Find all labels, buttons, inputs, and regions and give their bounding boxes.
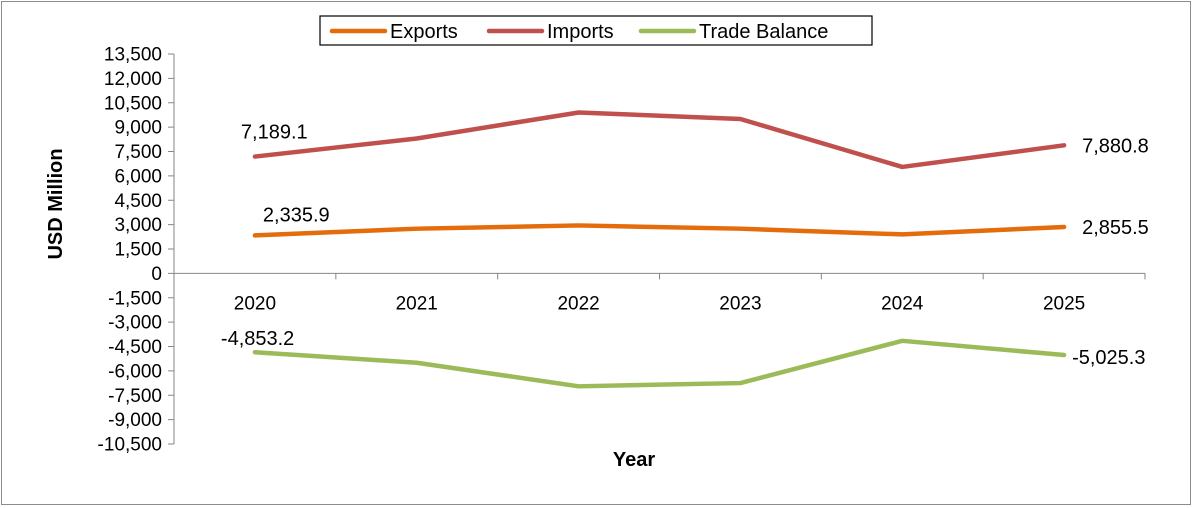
y-tick-label: -6,000: [108, 361, 162, 382]
y-axis-title: USD Million: [45, 148, 67, 259]
x-tick-label: 2025: [1043, 293, 1085, 314]
x-tick-label: 2021: [396, 293, 438, 314]
series-trade-balance: -4,853.2 -5,025.3: [221, 328, 1145, 389]
y-tick-label: 7,500: [114, 142, 162, 163]
x-axis-title: Year: [613, 449, 655, 471]
x-tick-label: 2020: [234, 293, 276, 314]
series-exports: 2,335.9 2,855.5: [252, 204, 1149, 239]
y-tick-label: 0: [151, 264, 162, 285]
y-tick-label: -7,500: [108, 386, 162, 407]
y-tick-label: -9,000: [108, 410, 162, 431]
y-tick-label: 3,000: [114, 215, 162, 236]
series-line: [252, 110, 1067, 170]
y-tick-label: 12,000: [104, 69, 162, 90]
legend-label: Trade Balance: [699, 21, 828, 43]
data-label: 2,855.5: [1082, 217, 1149, 239]
y-tick-label: 10,500: [104, 93, 162, 114]
legend-label: Exports: [390, 21, 458, 43]
x-tick-label: 2024: [881, 293, 924, 314]
y-tick-label: -10,500: [98, 435, 162, 456]
series-line: [252, 338, 1067, 389]
data-label: 2,335.9: [263, 204, 330, 226]
x-tick-label: 2023: [719, 293, 761, 314]
y-tick-label: 6,000: [114, 166, 162, 187]
legend: Exports Imports Trade Balance: [319, 15, 873, 46]
data-label: -5,025.3: [1072, 347, 1145, 369]
legend-item: Imports: [486, 21, 614, 43]
y-tick-label: -3,000: [108, 313, 162, 334]
x-tick-label: 2022: [557, 293, 599, 314]
data-label: 7,880.8: [1082, 135, 1149, 157]
y-tick-label: -4,500: [108, 337, 162, 358]
y-tick-label: 1,500: [114, 240, 162, 261]
data-label: -4,853.2: [221, 328, 294, 350]
legend-label: Imports: [547, 21, 614, 43]
data-label: 7,189.1: [241, 122, 308, 144]
axes: 13,500 12,000 10,500 9,000 7,500 6,000 4,500 3,…: [98, 45, 1146, 456]
y-tick-label: 9,000: [114, 118, 162, 139]
series-layer: 2,335.9 2,855.5 7,189.1 7,880.8 -4,853.2 -5,0…: [221, 110, 1149, 389]
y-tick-label: 13,500: [104, 45, 162, 66]
series-line: [252, 223, 1067, 238]
legend-item: Exports: [329, 21, 458, 43]
y-tick-label: 4,500: [114, 191, 162, 212]
y-tick-label: -1,500: [108, 288, 162, 309]
legend-box: [319, 15, 873, 46]
series-imports: 7,189.1 7,880.8: [241, 110, 1149, 170]
legend-item: Trade Balance: [638, 21, 828, 43]
